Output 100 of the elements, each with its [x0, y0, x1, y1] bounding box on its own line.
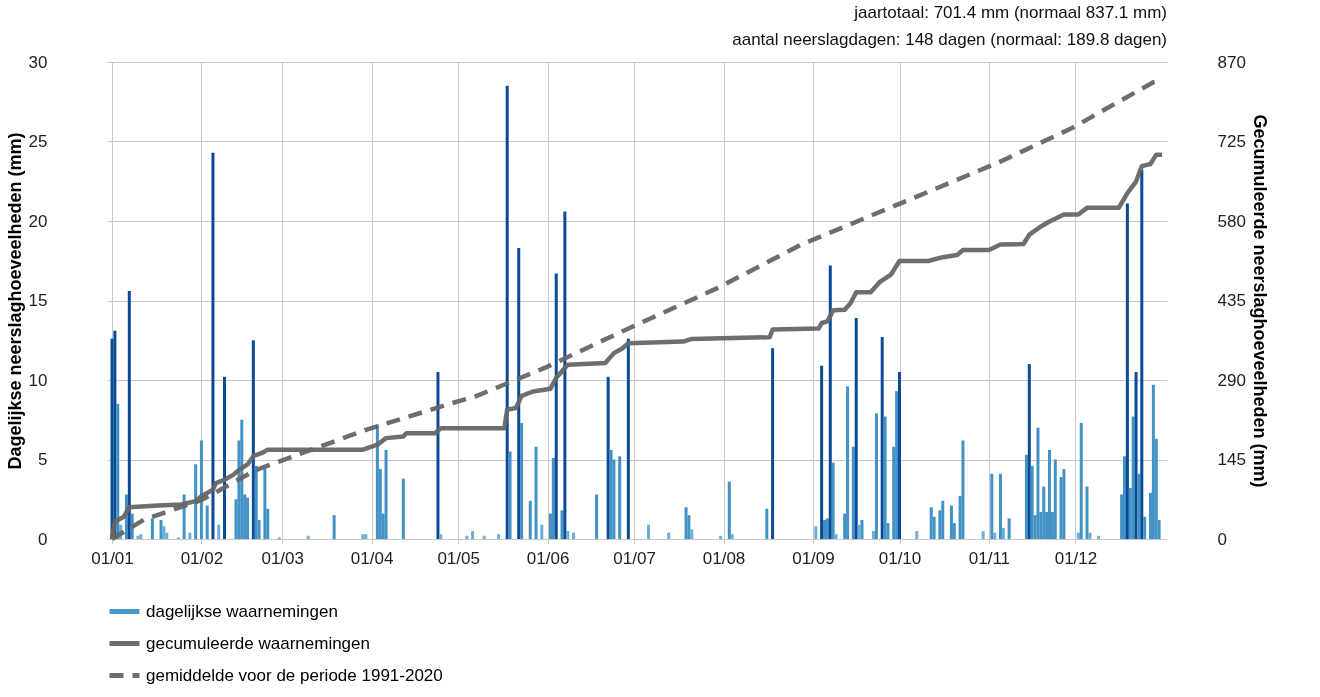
bar — [915, 531, 919, 539]
bar — [1053, 459, 1057, 539]
bar — [828, 265, 832, 539]
bar — [851, 446, 855, 539]
bar — [127, 290, 131, 539]
bar — [551, 457, 555, 539]
bar — [949, 505, 953, 539]
bar — [898, 372, 901, 539]
bar — [857, 524, 861, 539]
bar — [361, 534, 365, 539]
bar — [874, 413, 878, 539]
y2-tick-label: 435 — [1217, 291, 1246, 310]
bar — [471, 531, 475, 539]
bar — [895, 391, 899, 539]
bar — [961, 440, 965, 539]
y2-tick-label: 290 — [1217, 370, 1246, 390]
bar — [162, 526, 166, 539]
bar — [306, 535, 310, 539]
bar — [1097, 535, 1101, 539]
bar — [384, 449, 388, 539]
legend-label: gemiddelde voor de periode 1991-2020 — [146, 665, 443, 685]
y2-tick-label: 580 — [1217, 211, 1246, 231]
y-tick-label: 10 — [28, 370, 48, 390]
bar — [595, 494, 599, 539]
bar — [1024, 454, 1028, 539]
y2-tick-label: 0 — [1217, 529, 1227, 549]
bar — [136, 535, 140, 539]
y-tick-label: 5 — [38, 450, 48, 469]
bar — [667, 532, 671, 539]
bar — [520, 422, 524, 539]
bar — [1030, 465, 1034, 539]
bar — [981, 531, 985, 539]
x-tick-label: 01/06 — [526, 548, 570, 568]
bar — [1123, 456, 1126, 539]
text: aantal neerslagdagen: 148 dagen (normaal: 189.8 dagen) — [732, 30, 1167, 49]
bar — [765, 508, 769, 539]
x-tick-label: 01/04 — [350, 548, 394, 568]
bar — [364, 534, 368, 539]
bar — [554, 273, 558, 539]
bar — [254, 465, 258, 539]
bar — [814, 526, 818, 539]
bar — [854, 317, 858, 539]
bar — [401, 478, 405, 539]
bar — [823, 519, 826, 539]
bar — [872, 531, 876, 539]
bar — [834, 534, 838, 539]
bar — [1143, 516, 1147, 539]
bar — [251, 340, 255, 539]
bar — [240, 419, 244, 539]
bar — [860, 519, 864, 539]
bar — [199, 440, 203, 539]
x-tick-label: 01/02 — [180, 548, 224, 568]
y2-axis-title: Gecumuleerde neerslaghoeveelheden (mm) — [1249, 114, 1270, 488]
bar — [606, 376, 610, 539]
x-tick-label: 01/11 — [968, 548, 1011, 568]
bar — [1085, 486, 1089, 539]
x-tick-label: 01/12 — [1054, 548, 1098, 568]
bar — [217, 524, 221, 539]
bar — [1048, 449, 1051, 539]
bar — [1062, 469, 1066, 539]
x-tick-label: 01/10 — [878, 548, 922, 568]
bar — [1042, 486, 1046, 539]
bar — [566, 531, 570, 539]
y-tick-label: 25 — [28, 132, 48, 151]
bar — [572, 532, 576, 539]
bar — [941, 500, 945, 539]
bar — [534, 446, 538, 539]
bar — [517, 248, 521, 539]
bar — [508, 451, 512, 539]
bar — [1001, 527, 1005, 539]
y-tick-label: 0 — [38, 529, 48, 549]
x-tick-label: 01/05 — [437, 548, 480, 568]
bar — [719, 535, 723, 539]
bar — [880, 337, 884, 539]
bar — [563, 211, 567, 539]
bar — [465, 535, 469, 539]
bar — [998, 473, 1002, 539]
bar — [482, 535, 486, 539]
bar — [730, 534, 734, 539]
bar — [505, 85, 509, 539]
bar — [883, 416, 887, 539]
bar — [825, 518, 829, 539]
bar — [1131, 416, 1135, 539]
bar — [497, 534, 501, 539]
bar — [1125, 203, 1129, 539]
y2-tick-label: 870 — [1217, 52, 1246, 72]
bar — [436, 372, 440, 539]
bar — [1076, 532, 1080, 539]
bar — [194, 464, 198, 539]
bar — [375, 424, 379, 539]
x-tick-label: 01/08 — [702, 548, 746, 568]
bar — [263, 469, 267, 539]
x-tick-label: 01/03 — [261, 548, 304, 568]
bar — [540, 524, 544, 539]
bar — [439, 534, 443, 539]
bar — [690, 529, 694, 539]
x-tick-label: 01/01 — [91, 548, 134, 568]
bar — [993, 532, 997, 539]
bar — [150, 518, 154, 539]
legend-label: gecumuleerde waarnemingen — [146, 633, 370, 653]
